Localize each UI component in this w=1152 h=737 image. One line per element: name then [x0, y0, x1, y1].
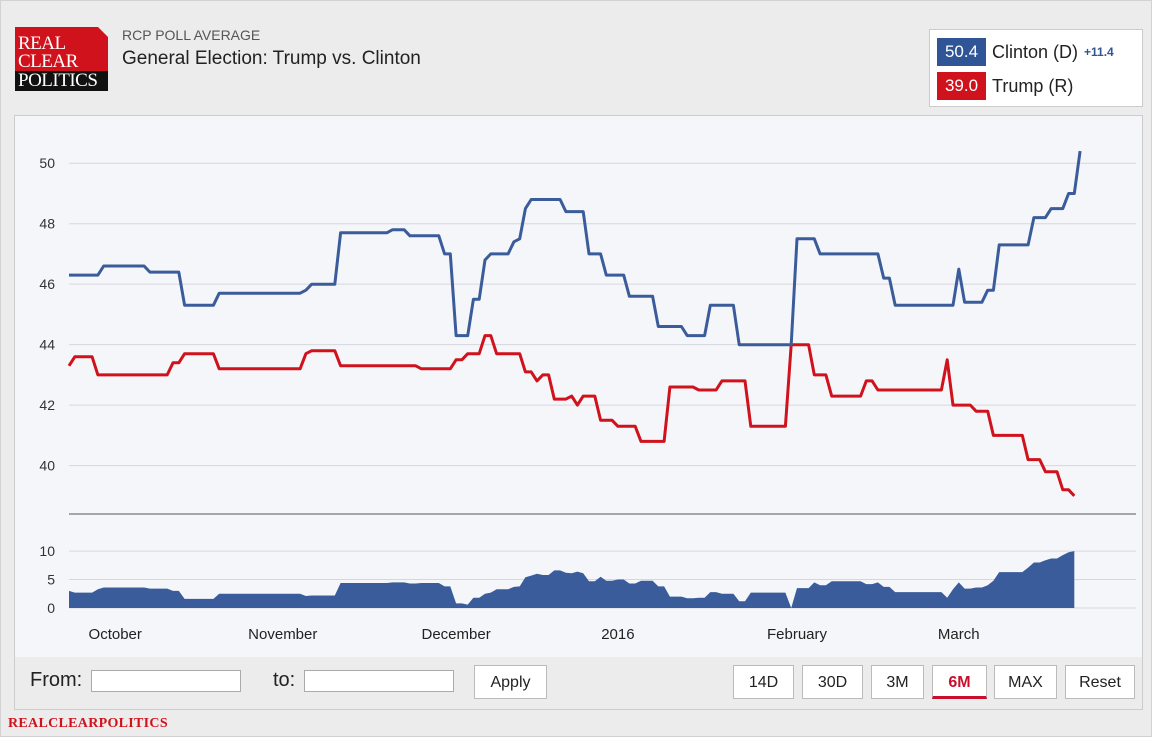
trump-name: Trump (R) [992, 75, 1074, 96]
apply-button[interactable]: Apply [474, 665, 547, 699]
range-6m-button[interactable]: 6M [932, 665, 987, 699]
x-label-october: October [89, 626, 142, 643]
page-title: General Election: Trump vs. Clinton [122, 48, 421, 69]
x-label-2016: 2016 [601, 626, 634, 643]
y-tick-50: 50 [39, 155, 55, 171]
rcp-logo: REAL CLEAR POLITICS [15, 27, 108, 91]
to-date-input[interactable] [304, 670, 454, 692]
range-max-button[interactable]: MAX [994, 665, 1057, 699]
y-tick-44: 44 [39, 337, 55, 353]
spread-y-tick-5: 5 [47, 572, 55, 588]
poll-subtitle: RCP POLL AVERAGE [122, 27, 261, 43]
range-14d-button[interactable]: 14D [733, 665, 794, 699]
legend-row-clinton: 50.4 Clinton (D) +11.4 [937, 38, 1114, 67]
y-tick-40: 40 [39, 458, 55, 474]
spread-y-tick-0: 0 [47, 600, 55, 616]
from-date-input[interactable] [91, 670, 241, 692]
clinton-spread: +11.4 [1084, 45, 1114, 59]
reset-button[interactable]: Reset [1065, 665, 1135, 699]
clinton-series-line [69, 150, 1082, 347]
legend: 50.4 Clinton (D) +11.4 39.0 Trump (R) [929, 29, 1143, 107]
footer-brand: REALCLEARPOLITICS [8, 716, 168, 731]
legend-row-trump: 39.0 Trump (R) [937, 72, 1073, 101]
logo-line-2: CLEAR [18, 51, 78, 72]
y-tick-46: 46 [39, 276, 55, 292]
y-tick-48: 48 [39, 216, 55, 232]
chart-area: 40 42 44 46 48 50 0 5 10 October November December 2… [14, 115, 1143, 658]
poll-chart: 40 42 44 46 48 50 0 5 10 October November December 2… [39, 150, 1136, 643]
controls-bar: From: to: Apply 14D 30D 3M 6M MAX Reset [14, 657, 1143, 710]
spread-y-tick-10: 10 [39, 543, 55, 559]
clinton-name: Clinton (D) [992, 41, 1079, 62]
x-label-march: March [938, 626, 980, 643]
range-30d-button[interactable]: 30D [802, 665, 863, 699]
range-3m-button[interactable]: 3M [871, 665, 924, 699]
y-tick-42: 42 [39, 397, 55, 413]
from-label: From: [30, 669, 83, 691]
clinton-value-badge: 50.4 [937, 38, 986, 66]
logo-line-3: POLITICS [15, 71, 108, 91]
x-label-november: November [248, 626, 317, 643]
to-label: to: [273, 669, 296, 691]
trump-value-badge: 39.0 [937, 72, 986, 100]
trump-series-line [67, 334, 1076, 497]
spread-area [69, 551, 1075, 608]
logo-line-1: REAL [18, 33, 66, 54]
x-label-december: December [422, 626, 491, 643]
x-label-february: February [767, 626, 828, 643]
